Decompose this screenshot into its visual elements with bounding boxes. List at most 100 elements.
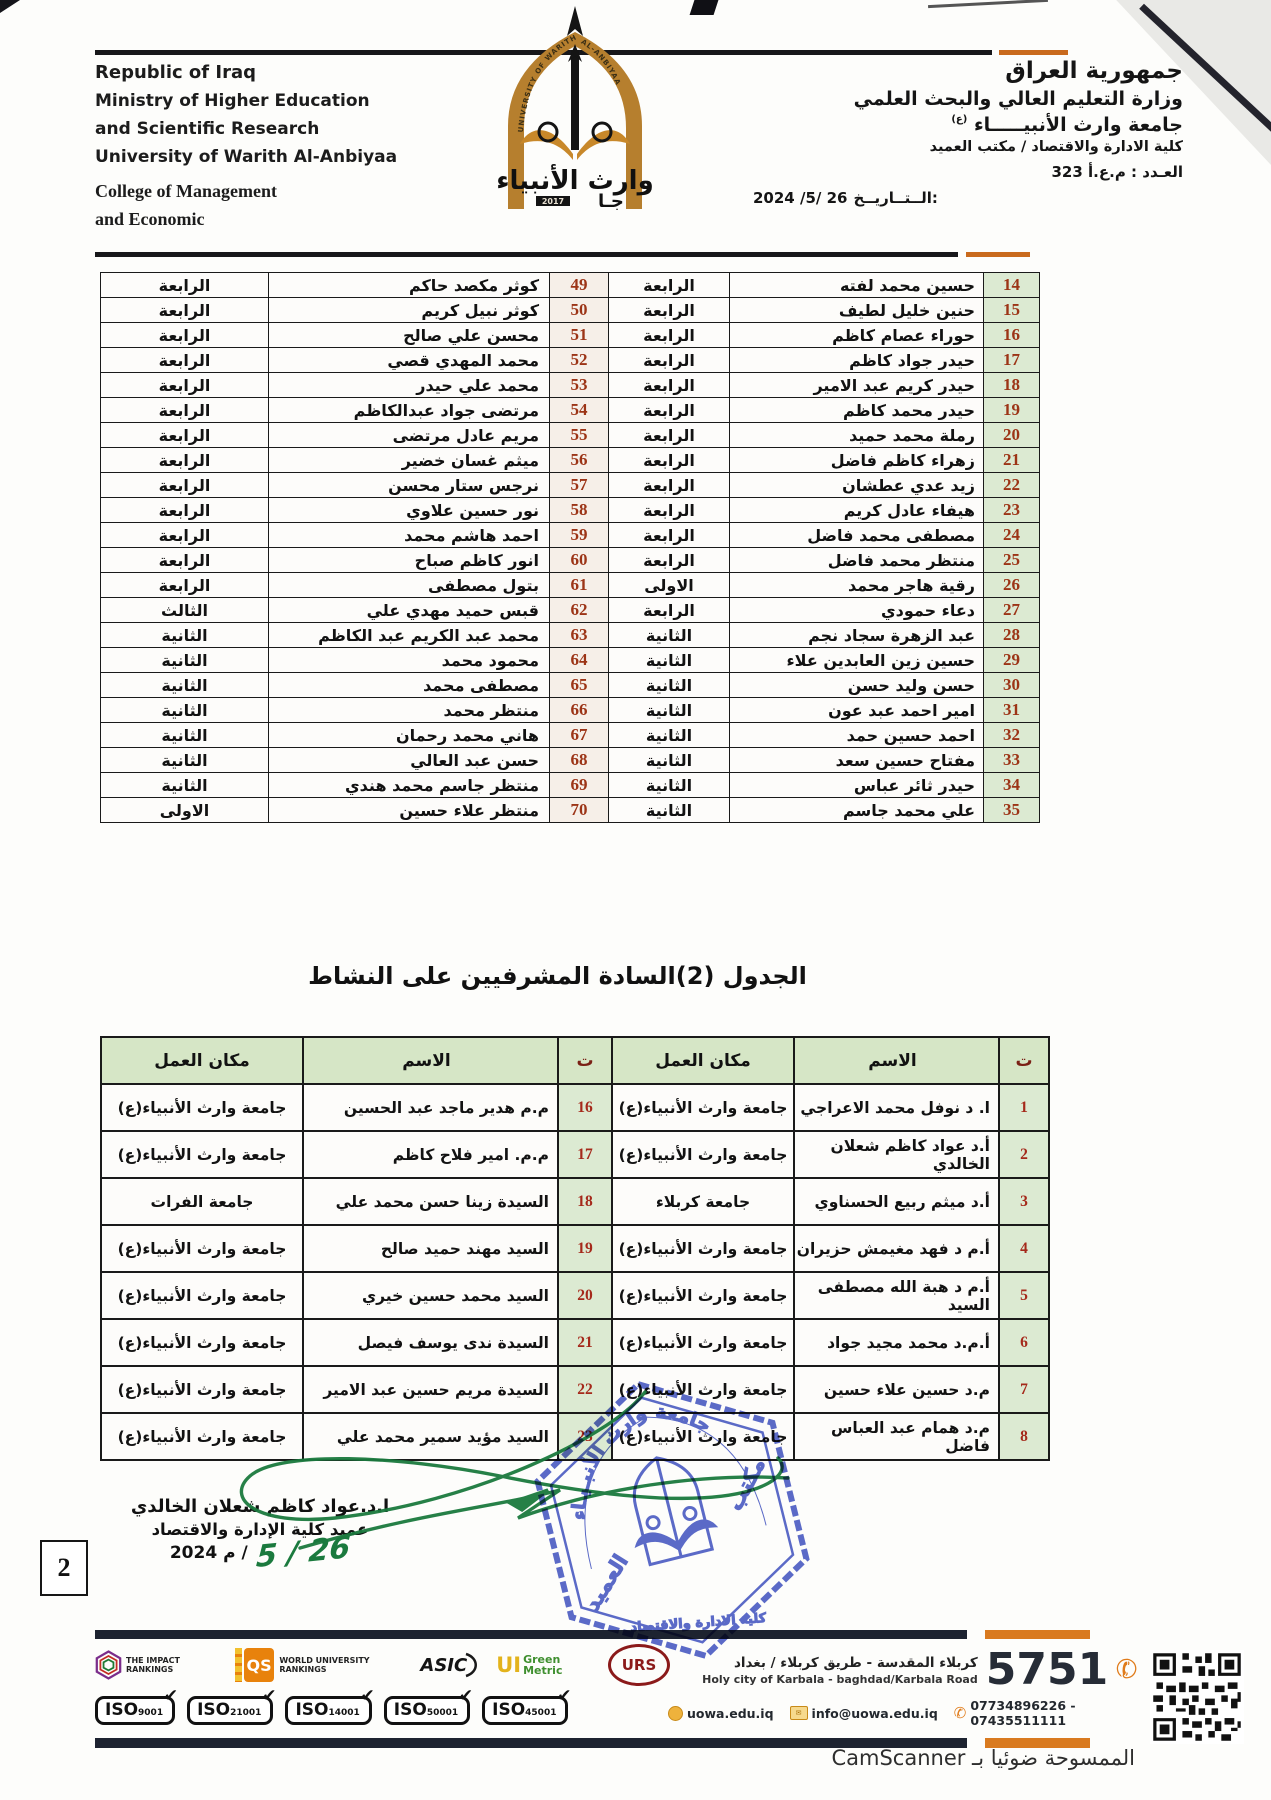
- supervisor-name-cell: م.د حسين علاء حسين: [793, 1365, 1000, 1414]
- student-name-cell: حسن عبد العالي: [268, 747, 550, 773]
- students-table: 14 حسين محمد لفته الرابعة 49 كوثر مكصد ح…: [100, 272, 1040, 823]
- supervisor-workplace-cell: جامعة وارث الأنبياء(ع): [100, 1130, 304, 1179]
- supervisor-workplace-cell: جامعة كربلاء: [611, 1177, 795, 1226]
- date-label: الــتــاريــخ:: [853, 189, 938, 207]
- student-name-cell: كوثر نبيل كريم: [268, 297, 550, 323]
- student-stage-cell: الثانية: [100, 672, 269, 698]
- student-stage-cell: الرابعة: [100, 347, 269, 373]
- ui-greenmetric-logo: UI Green Metric: [496, 1653, 593, 1677]
- student-row: 26 رقية هاجر محمد الاولى 61 بتول مصطفى ا…: [100, 572, 1040, 598]
- impact-rankings-label: THE IMPACT RANKINGS: [125, 1656, 180, 1674]
- supervisor-number-cell: 3: [998, 1177, 1050, 1226]
- supervisors-body: 1 ا. د نوفل محمد الاعراجي جامعة وارث الأ…: [100, 1083, 1050, 1461]
- student-number-cell: 50: [549, 297, 609, 323]
- student-row: 28 عبد الزهرة سجاد نجم الثانية 63 محمد ع…: [100, 622, 1040, 648]
- checkmark-icon: ✔: [557, 1686, 572, 1706]
- student-stage-cell: الاولى: [100, 797, 269, 823]
- supervisor-row: 6 أ.م.د محمد مجيد جواد جامعة وارث الأنبي…: [100, 1318, 1050, 1367]
- student-number-cell: 53: [549, 372, 609, 398]
- section2-title: الجدول (2)السادة المشرفيين على النشاط: [308, 962, 807, 990]
- supervisor-name-cell: السيدة زينا حسن محمد علي: [302, 1177, 559, 1226]
- phone-numbers: 07734896226 - 07435511111: [970, 1698, 1076, 1728]
- iso-badge: ISO9001 ✔: [95, 1686, 178, 1725]
- header-rule-orange: [999, 50, 1068, 55]
- col-header-name: الاسم: [302, 1036, 559, 1085]
- student-stage-cell: الثانية: [608, 647, 730, 673]
- student-stage-cell: الرابعة: [100, 422, 269, 448]
- student-name-cell: احمد هاشم محمد: [268, 522, 550, 548]
- date-value: 2024 /5/ 26: [753, 189, 848, 207]
- student-stage-cell: الثانية: [100, 772, 269, 798]
- student-stage-cell: الرابعة: [100, 572, 269, 598]
- student-name-cell: قبس حميد مهدي علي: [268, 597, 550, 623]
- qr-code: [1150, 1650, 1244, 1744]
- supervisor-workplace-cell: جامعة وارث الأنبياء(ع): [611, 1083, 795, 1132]
- website-url: uowa.edu.iq: [687, 1705, 774, 1721]
- supervisor-row: 4 أ.م د فهد مغيمش حزيران جامعة وارث الأن…: [100, 1224, 1050, 1273]
- address-arabic: كربلاء المقدسة - طريق كربلاء / بغداد: [733, 1654, 978, 1671]
- student-name-cell: زهراء كاظم فاضل: [729, 447, 984, 473]
- supervisor-number-cell: 19: [557, 1224, 613, 1273]
- address-english: Holy city of Karbala - baghdad/Karbala R…: [702, 1672, 978, 1686]
- qs-rankings-label: WORLD UNIVERSITY RANKINGS: [279, 1656, 370, 1674]
- supervisor-workplace-cell: جامعة وارث الأنبياء(ع): [100, 1224, 304, 1273]
- student-number-cell: 21: [983, 447, 1040, 473]
- supervisor-name-cell: ا. د نوفل محمد الاعراجي: [793, 1083, 1000, 1132]
- student-stage-cell: الرابعة: [608, 272, 730, 298]
- iso-badge: ISO45001 ✔: [482, 1686, 571, 1725]
- student-name-cell: مريم عادل مرتضى: [268, 422, 550, 448]
- supervisor-workplace-cell: جامعة الفرات: [100, 1177, 304, 1226]
- footer-contact: كربلاء المقدسة - طريق كربلاء / بغداد Hol…: [668, 1648, 1142, 1728]
- student-stage-cell: الرابعة: [608, 347, 730, 373]
- website-item: uowa.edu.iq: [668, 1705, 774, 1721]
- student-name-cell: كوثر مكصد حاكم: [268, 272, 550, 298]
- student-number-cell: 66: [549, 697, 609, 723]
- supervisor-row: 3 أ.د ميثم ربيع الحسناوي جامعة كربلاء 18…: [100, 1177, 1050, 1226]
- student-number-cell: 19: [983, 397, 1040, 423]
- student-stage-cell: الرابعة: [608, 522, 730, 548]
- supervisor-name-cell: أ.د عواد كاظم شعلان الخالدي: [793, 1130, 1000, 1179]
- student-number-cell: 69: [549, 772, 609, 798]
- student-row: 30 حسن وليد حسن الثانية 65 مصطفى محمد ال…: [100, 672, 1040, 698]
- student-name-cell: محسن علي صالح: [268, 322, 550, 348]
- supervisor-number-cell: 5: [998, 1271, 1050, 1320]
- document-date: 2024 /5/ 26 الــتــاريــخ:: [753, 189, 1183, 207]
- student-name-cell: حيدر ثائر عباس: [729, 772, 984, 798]
- student-number-cell: 23: [983, 497, 1040, 523]
- signature-date: م 2024 / 5 / 26: [110, 1530, 410, 1575]
- student-stage-cell: الثانية: [100, 647, 269, 673]
- supervisor-workplace-cell: جامعة وارث الأنبياء(ع): [611, 1271, 795, 1320]
- scan-corner-artifact: [0, 0, 20, 13]
- date-printed: م 2024 /: [169, 1543, 248, 1563]
- student-number-cell: 31: [983, 697, 1040, 723]
- supervisor-number-cell: 8: [998, 1412, 1050, 1461]
- supervisor-name-cell: أ.م د هبة الله مصطفى السيد: [793, 1271, 1000, 1320]
- supervisor-number-cell: 18: [557, 1177, 613, 1226]
- telephone-icon: ✆: [953, 1704, 967, 1722]
- student-number-cell: 56: [549, 447, 609, 473]
- supervisor-workplace-cell: جامعة وارث الأنبياء(ع): [100, 1412, 304, 1461]
- student-row: 21 زهراء كاظم فاضل الرابعة 56 ميثم غسان …: [100, 447, 1040, 473]
- student-row: 29 حسين زين العابدين علاء الثانية 64 محم…: [100, 647, 1040, 673]
- student-stage-cell: الثانية: [100, 697, 269, 723]
- student-name-cell: محمد علي حيدر: [268, 372, 550, 398]
- student-name-cell: منتظر محمد فاضل: [729, 547, 984, 573]
- ui-letters: UI: [496, 1653, 522, 1677]
- student-number-cell: 64: [549, 647, 609, 673]
- supervisor-number-cell: 1: [998, 1083, 1050, 1132]
- student-number-cell: 68: [549, 747, 609, 773]
- student-stage-cell: الثانية: [608, 747, 730, 773]
- supervisor-workplace-cell: جامعة وارث الأنبياء(ع): [100, 1365, 304, 1414]
- student-number-cell: 55: [549, 422, 609, 448]
- student-name-cell: مرتضى جواد عبدالكاظم: [268, 397, 550, 423]
- student-number-cell: 62: [549, 597, 609, 623]
- svg-text:جـا: جـا: [598, 191, 624, 212]
- student-number-cell: 33: [983, 747, 1040, 773]
- supervisor-workplace-cell: جامعة وارث الأنبياء(ع): [100, 1083, 304, 1132]
- student-name-cell: حوراء عصام كاظم: [729, 322, 984, 348]
- student-name-cell: محمود محمد: [268, 647, 550, 673]
- checkmark-icon: ✔: [458, 1686, 474, 1706]
- university-title: جامعة وارث الأنبيـــــاء (ع): [951, 114, 1183, 136]
- iso-badge: ISO21001 ✔: [187, 1686, 276, 1725]
- student-row: 34 حيدر ثائر عباس الثانية 69 منتظر جاسم …: [100, 772, 1040, 798]
